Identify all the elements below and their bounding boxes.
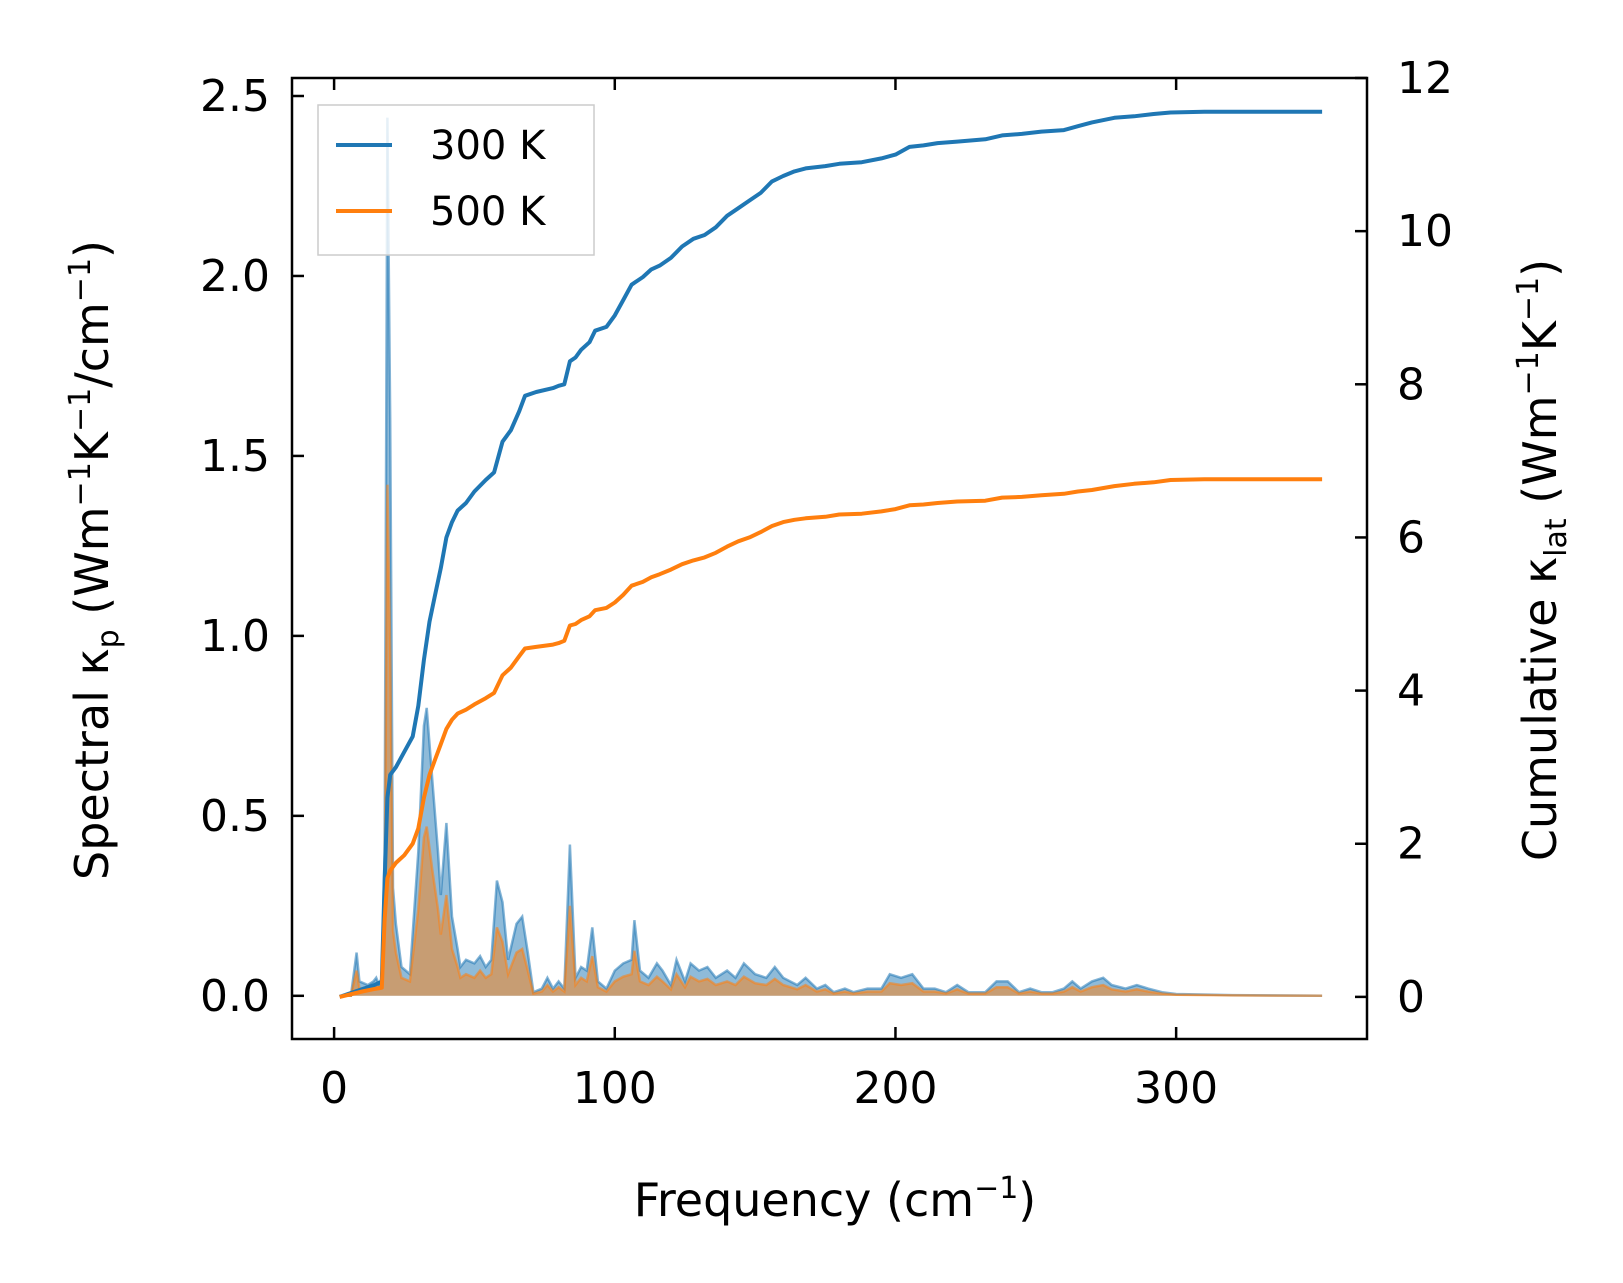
y-left-tick-label: 0.0 <box>200 971 270 1022</box>
plot-frame <box>290 76 1369 1041</box>
x-axis-title-tail: ) <box>1018 1173 1036 1227</box>
x-axis-title: Frequency (cm−1) <box>634 1171 1037 1227</box>
y-left-tick-label: 1.0 <box>200 611 270 662</box>
y-right-title-sup1: −1 <box>1511 351 1546 395</box>
y-right-tick-label: 8 <box>1397 359 1425 410</box>
y-left-axis-title: Spectral κp (Wm−1K−1/cm−1) <box>63 240 126 880</box>
y-right-tick-label: 2 <box>1397 819 1425 870</box>
y-left-title-tail: ) <box>65 240 119 258</box>
cumulative-line-300k <box>339 109 1323 999</box>
y-right-title-sub: lat <box>1539 518 1574 557</box>
y-left-tick-label: 2.0 <box>200 251 270 302</box>
y-left-title-mid3: /cm <box>65 302 119 388</box>
legend-label-300k: 300 K <box>430 123 547 169</box>
legend-label-500k: 500 K <box>430 189 547 235</box>
y-left-title-sup2: −1 <box>63 388 98 432</box>
spectral-area-layer <box>339 117 1323 998</box>
spectral-area-500k <box>339 484 1323 996</box>
y-right-title-sup2: −1 <box>1511 277 1546 321</box>
cumulative-line-500k <box>339 477 1323 999</box>
y-right-tick-label: 6 <box>1397 512 1425 563</box>
x-tick-label: 300 <box>1134 1063 1218 1114</box>
y-right-tick-label: 0 <box>1397 972 1425 1023</box>
y-left-title-sup3: −1 <box>63 258 98 302</box>
y-right-title-pre: Cumulative κ <box>1513 557 1567 861</box>
y-right-tick-label: 10 <box>1397 206 1453 257</box>
y-right-axis-title: Cumulative κlat (Wm−1K−1) <box>1511 259 1574 861</box>
tick-layer: 0 100 200 300 0.0 0.5 1.0 1.5 2.0 2.5 0 2 4 6 8 10 12 <box>200 53 1453 1114</box>
spectral-line-500k <box>339 484 1323 998</box>
x-tick-label: 200 <box>853 1063 937 1114</box>
x-axis-title-sup: −1 <box>974 1171 1018 1206</box>
y-right-tick-label: 12 <box>1397 53 1453 104</box>
y-left-title-sup1: −1 <box>63 462 98 506</box>
y-right-title-tail: ) <box>1513 259 1567 277</box>
y-left-tick-label: 2.5 <box>200 71 270 122</box>
y-left-tick-label: 0.5 <box>200 791 270 842</box>
x-axis-title-main: Frequency (cm <box>634 1173 974 1227</box>
x-tick-label: 100 <box>573 1063 657 1114</box>
cumulative-line-layer <box>339 109 1323 999</box>
spectral-line-300k <box>339 117 1323 998</box>
x-tick-label: 0 <box>320 1063 348 1114</box>
y-right-title-mid2: K <box>1513 319 1567 351</box>
y-right-title-mid1: (Wm <box>1513 395 1567 518</box>
y-left-title-pre: Spectral κ <box>65 648 119 880</box>
legend: 300 K 500 K <box>317 104 595 256</box>
y-right-tick-label: 4 <box>1397 666 1425 717</box>
y-left-tick-label: 1.5 <box>200 431 270 482</box>
y-left-title-mid2: K <box>65 430 119 462</box>
y-left-title-mid1: (Wm <box>65 506 119 629</box>
y-left-title-sub: p <box>91 629 126 648</box>
legend-box <box>317 104 595 256</box>
